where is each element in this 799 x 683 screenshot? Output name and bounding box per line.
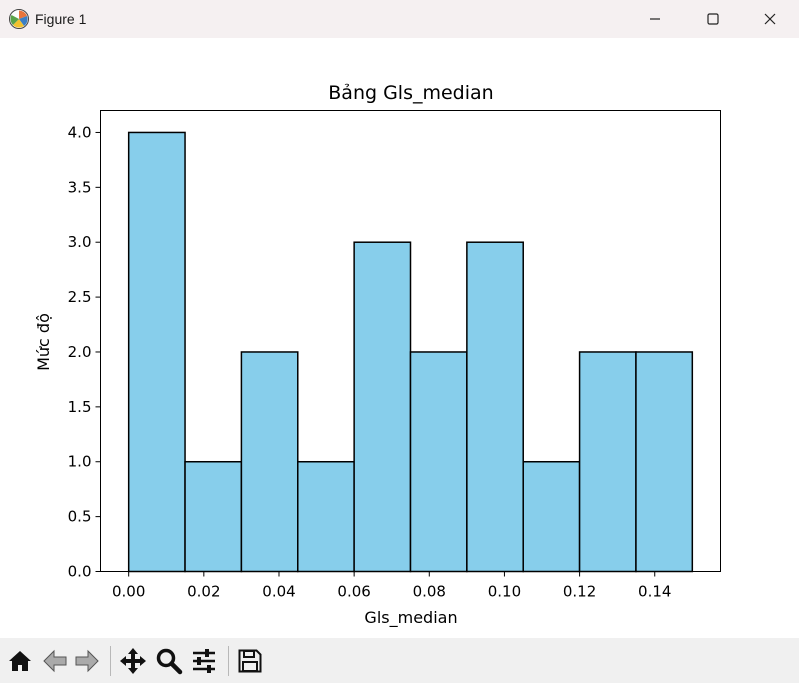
zoom-icon [155, 647, 183, 675]
y-tick-label: 2.5 [68, 288, 92, 306]
y-tick-label: 4.0 [68, 123, 92, 141]
save-button[interactable] [235, 646, 265, 676]
y-axis: 0.0 0.5 1.0 1.5 2.0 2.5 3.0 3.5 4.0 [68, 123, 101, 581]
y-tick-label: 3.0 [68, 233, 92, 251]
navigation-toolbar [0, 638, 799, 683]
x-tick-label: 0.02 [187, 583, 220, 601]
histogram-bar [353, 241, 412, 573]
forward-icon [74, 648, 100, 674]
x-tick-label: 0.10 [488, 583, 521, 601]
y-tick-label: 0.5 [68, 508, 92, 526]
window-titlebar: Figure 1 [0, 0, 799, 38]
figure-canvas[interactable]: Bảng Gls_median 0.00 0.02 0.04 0.06 0.08 0.10… [0, 38, 799, 638]
plot-area-frame [100, 110, 721, 572]
x-tick-label: 0.00 [112, 583, 145, 601]
pan-button[interactable] [118, 646, 148, 676]
y-tick-label: 2.0 [68, 343, 92, 361]
close-icon [764, 13, 776, 25]
histogram-bar [409, 351, 468, 573]
close-button[interactable] [741, 0, 799, 38]
histogram-bar [522, 460, 581, 573]
save-icon [237, 648, 263, 674]
bars-group [127, 131, 694, 573]
y-axis-label: Mức độ [34, 313, 53, 371]
minimize-button[interactable] [626, 0, 684, 38]
maximize-button[interactable] [684, 0, 742, 38]
y-tick-label: 1.0 [68, 453, 92, 471]
configure-subplots-button[interactable] [189, 646, 219, 676]
chart-title: Bảng Gls_median [328, 82, 493, 104]
x-tick-label: 0.06 [337, 583, 370, 601]
histogram-bar [184, 460, 243, 573]
histogram-chart: Bảng Gls_median 0.00 0.02 0.04 0.06 0.08 0.10… [34, 82, 721, 628]
home-button[interactable] [5, 646, 35, 676]
pan-icon [119, 647, 147, 675]
back-button[interactable] [40, 646, 70, 676]
histogram-bar [466, 241, 524, 573]
x-axis-label: Gls_median [364, 608, 457, 628]
matplotlib-icon [8, 8, 30, 30]
back-icon [42, 648, 68, 674]
window-title: Figure 1 [35, 11, 87, 27]
histogram-bar [297, 460, 355, 573]
histogram-bar [127, 131, 186, 573]
maximize-icon [707, 13, 719, 25]
forward-button[interactable] [72, 646, 102, 676]
y-tick-label: 0.0 [68, 563, 92, 581]
x-tick-label: 0.04 [262, 583, 295, 601]
configure-subplots-icon [190, 647, 218, 675]
x-tick-label: 0.14 [638, 583, 671, 601]
minimize-icon [649, 13, 661, 25]
toolbar-separator [110, 646, 111, 676]
y-tick-label: 1.5 [68, 398, 92, 416]
y-tick-label: 3.5 [68, 178, 92, 196]
x-tick-label: 0.12 [563, 583, 596, 601]
zoom-button[interactable] [154, 646, 184, 676]
histogram-bar [578, 351, 637, 573]
histogram-bar [635, 351, 694, 573]
toolbar-separator [228, 646, 229, 676]
x-axis: 0.00 0.02 0.04 0.06 0.08 0.10 0.12 0.14 [112, 571, 671, 601]
histogram-bar [240, 351, 299, 573]
x-tick-label: 0.08 [413, 583, 446, 601]
home-icon [7, 648, 33, 674]
